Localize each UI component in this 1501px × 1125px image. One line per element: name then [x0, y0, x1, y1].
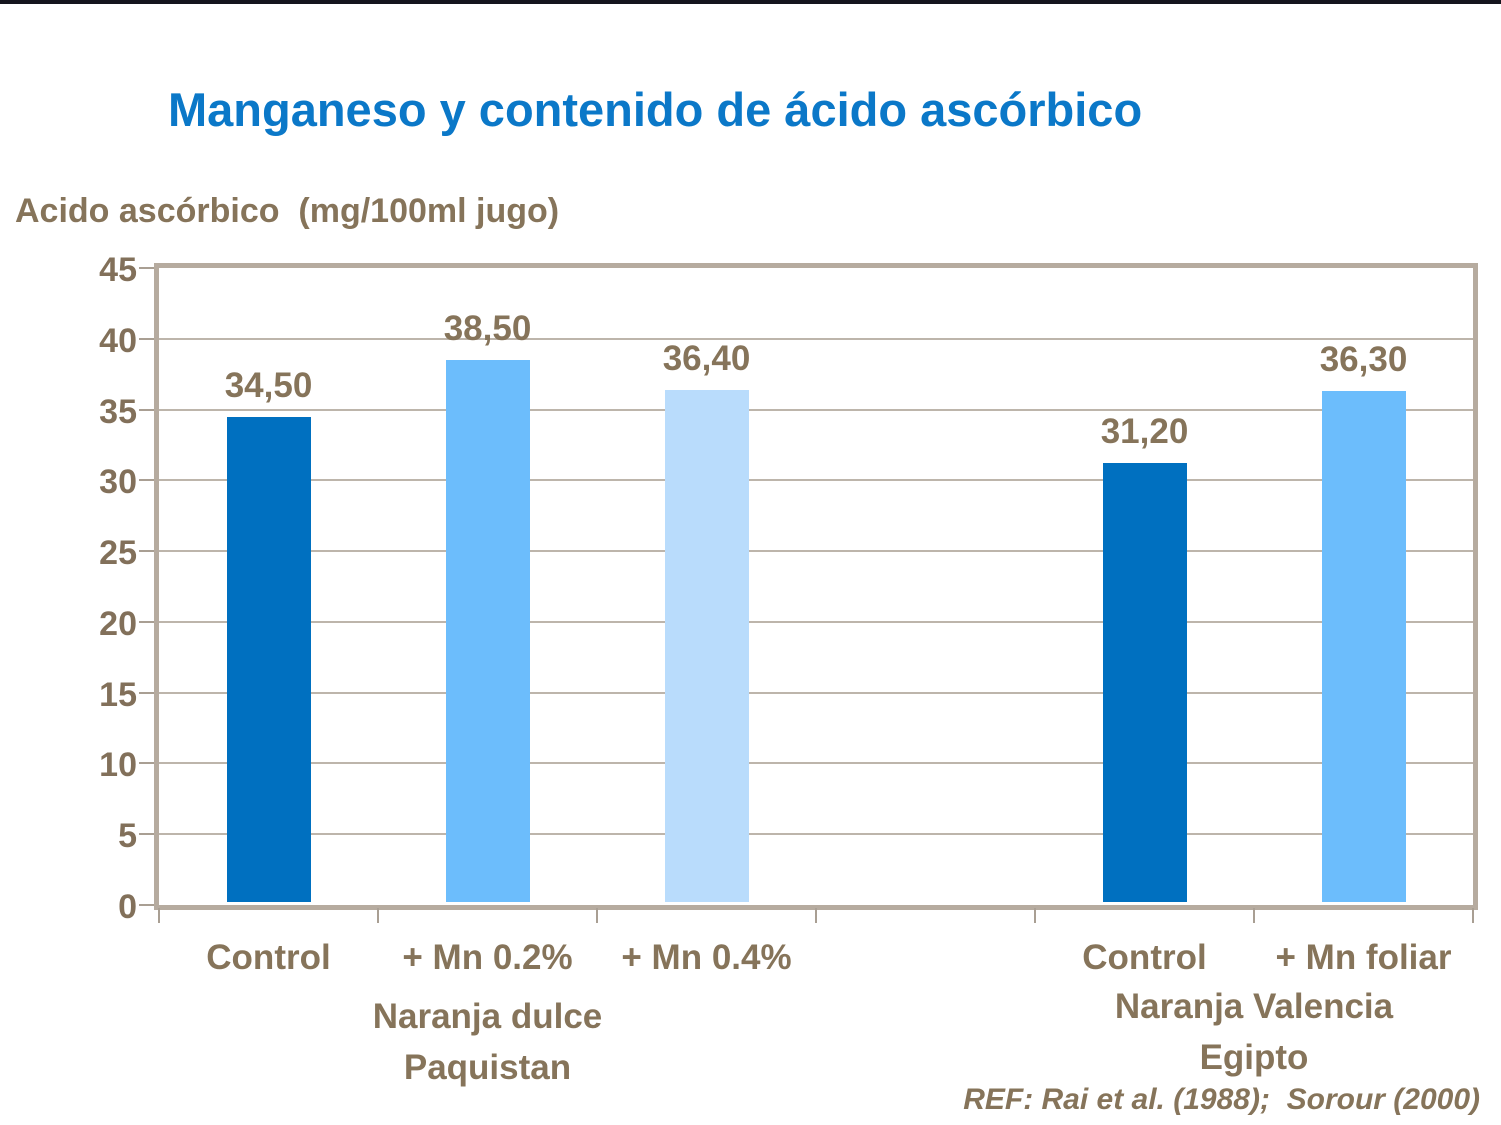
- gridline: [159, 620, 1473, 623]
- gridline: [159, 833, 1473, 836]
- bar-value-label: 36,30: [1319, 340, 1408, 380]
- y-tick-label: 45: [99, 251, 137, 289]
- group-label-line: Naranja Valencia: [1114, 987, 1394, 1026]
- category-label: + Mn 0.2%: [402, 938, 573, 977]
- group-label-line: Naranja dulce: [372, 997, 603, 1036]
- top-accent-bar: [0, 0, 1501, 4]
- bar: [445, 360, 530, 902]
- bar-value-label: 36,40: [662, 338, 751, 378]
- bar-value-label: 31,20: [1100, 412, 1189, 452]
- group-label-line: Paquistan: [403, 1048, 572, 1087]
- x-tick: [1472, 908, 1474, 923]
- y-tick: [139, 337, 154, 340]
- bar-value-label: 34,50: [224, 365, 313, 405]
- y-tick: [139, 550, 154, 553]
- gridline: [159, 762, 1473, 765]
- y-tick-label: 5: [118, 817, 137, 856]
- gridline: [159, 691, 1473, 694]
- plot-area: [154, 263, 1478, 910]
- y-tick: [139, 833, 154, 836]
- x-tick: [1034, 908, 1036, 923]
- gridline: [159, 408, 1473, 411]
- x-tick: [815, 908, 817, 923]
- y-tick: [139, 691, 154, 694]
- y-tick-label: 25: [99, 534, 137, 573]
- gridline: [159, 479, 1473, 482]
- y-tick-label: 40: [99, 321, 137, 360]
- x-tick: [596, 908, 598, 923]
- y-tick-label: 20: [99, 604, 137, 643]
- bar: [226, 416, 311, 902]
- x-tick: [1253, 908, 1255, 923]
- gridline: [159, 337, 1473, 340]
- y-tick: [139, 762, 154, 765]
- reference-note: REF: Rai et al. (1988); Sorour (2000): [963, 1083, 1480, 1116]
- bar-value-label: 38,50: [443, 309, 532, 348]
- bar: [1102, 463, 1187, 902]
- gridline: [159, 550, 1473, 553]
- y-tick: [139, 479, 154, 482]
- bar: [1321, 391, 1406, 902]
- group-label-line: Egipto: [1199, 1038, 1309, 1077]
- y-tick-label: 15: [99, 675, 137, 714]
- y-tick-label: 0: [118, 888, 137, 926]
- category-label: + Mn 0.4%: [621, 938, 792, 977]
- y-tick-label: 30: [99, 463, 137, 502]
- x-tick: [158, 908, 160, 923]
- y-tick: [139, 408, 154, 411]
- y-tick: [139, 267, 154, 269]
- y-tick: [139, 620, 154, 623]
- x-tick: [377, 908, 379, 923]
- bar: [664, 389, 749, 902]
- slide-title: Manganeso y contenido de ácido ascórbico: [168, 83, 1143, 136]
- y-tick: [139, 904, 154, 906]
- category-label: Control: [206, 938, 331, 977]
- y-axis-title: Acido ascórbico (mg/100ml jugo): [15, 192, 560, 230]
- category-label: Control: [1082, 938, 1207, 977]
- y-tick-label: 10: [99, 746, 137, 785]
- y-tick-label: 35: [99, 392, 137, 431]
- category-label: + Mn foliar: [1275, 938, 1452, 977]
